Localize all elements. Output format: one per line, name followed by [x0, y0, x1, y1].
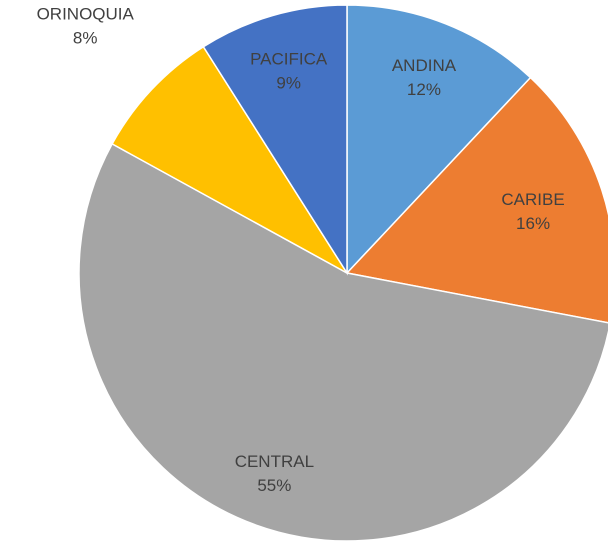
slice-category-label: ANDINA — [392, 56, 457, 75]
slice-category-label: PACIFICA — [250, 50, 328, 69]
pie-slice — [345, 76, 608, 324]
slice-value-label: 9% — [276, 74, 301, 93]
slice-value-label: 16% — [516, 214, 550, 233]
pie-slice — [111, 45, 348, 274]
slice-value-label: 55% — [257, 476, 291, 495]
slice-category-label: CENTRAL — [235, 452, 314, 471]
pie-slice — [346, 4, 532, 275]
slice-value-label: 8% — [73, 29, 98, 48]
pie-slice — [78, 142, 608, 542]
pie-slice — [202, 4, 348, 276]
slice-category-label: ORINOQUIA — [37, 5, 135, 24]
slice-category-label: CARIBE — [501, 190, 564, 209]
slice-value-label: 12% — [407, 80, 441, 99]
